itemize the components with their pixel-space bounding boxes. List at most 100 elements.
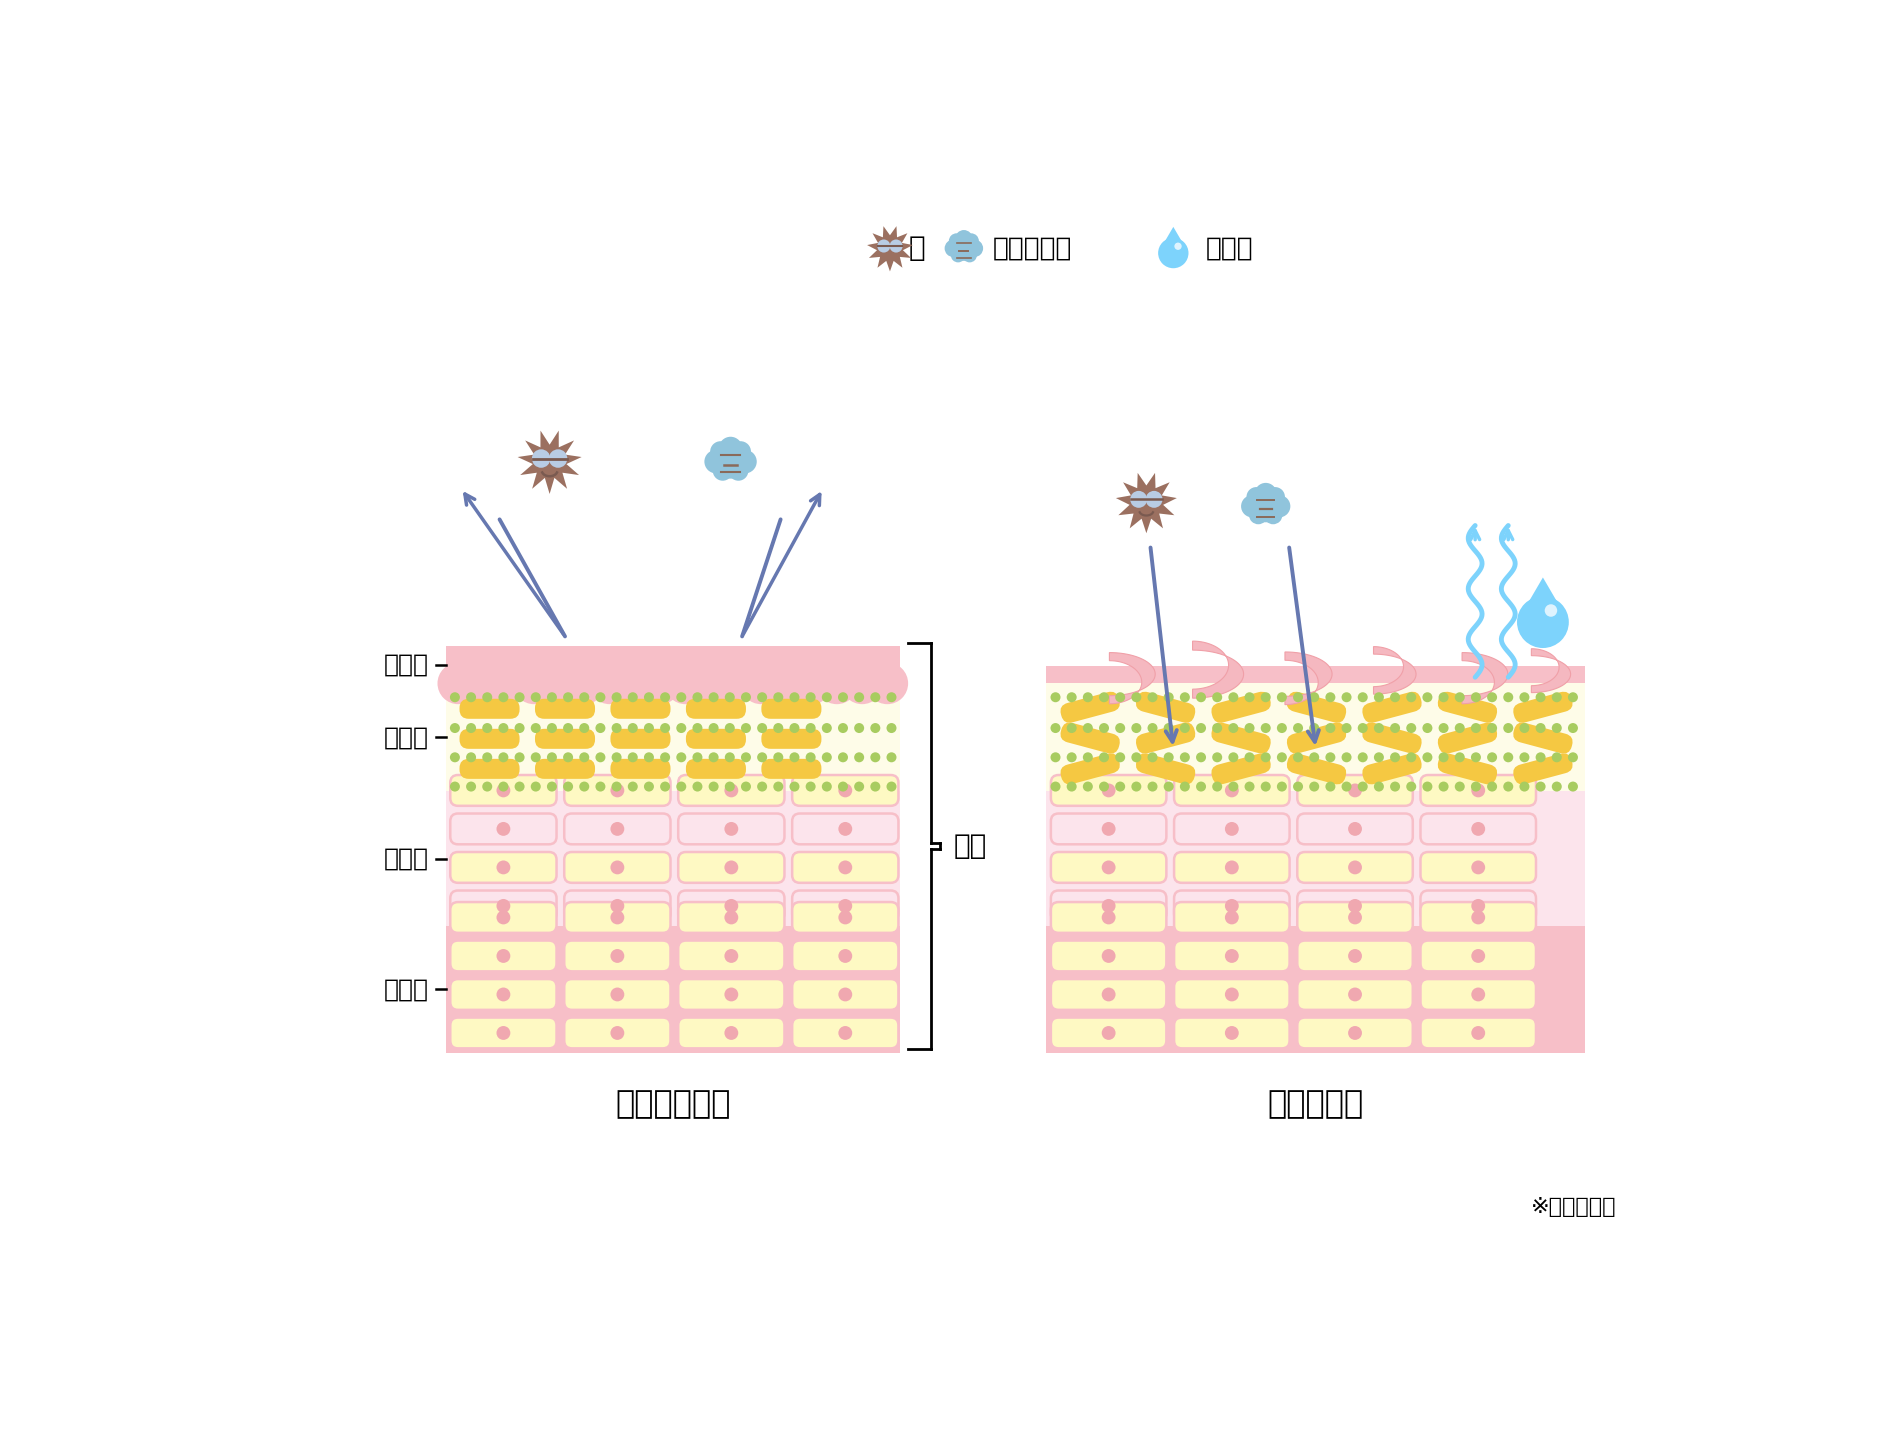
Circle shape (1374, 692, 1383, 702)
Circle shape (610, 987, 623, 1001)
Circle shape (1067, 692, 1076, 702)
Circle shape (466, 752, 476, 763)
Circle shape (612, 781, 622, 792)
Circle shape (1099, 692, 1109, 702)
Circle shape (496, 899, 510, 913)
Circle shape (1247, 488, 1266, 506)
Bar (445, 926, 900, 1053)
Circle shape (1260, 724, 1272, 734)
Circle shape (951, 236, 976, 260)
Text: ：外的刺激: ：外的刺激 (993, 236, 1073, 262)
Circle shape (838, 822, 853, 836)
Circle shape (498, 781, 508, 792)
Circle shape (627, 724, 639, 734)
FancyBboxPatch shape (534, 699, 595, 719)
Circle shape (659, 724, 671, 734)
Circle shape (1503, 724, 1514, 734)
Circle shape (805, 781, 815, 792)
Circle shape (887, 724, 896, 734)
Circle shape (1249, 505, 1268, 524)
Circle shape (1535, 752, 1546, 763)
FancyBboxPatch shape (1363, 692, 1421, 724)
Circle shape (1213, 692, 1222, 702)
Circle shape (515, 781, 525, 792)
Circle shape (714, 663, 756, 705)
Circle shape (449, 752, 460, 763)
FancyBboxPatch shape (1298, 980, 1414, 1010)
Circle shape (449, 692, 460, 702)
FancyBboxPatch shape (1135, 692, 1196, 724)
FancyBboxPatch shape (1175, 980, 1290, 1010)
Circle shape (1292, 752, 1304, 763)
FancyBboxPatch shape (1287, 754, 1345, 784)
Circle shape (1347, 1026, 1363, 1040)
Circle shape (627, 752, 639, 763)
Circle shape (1260, 752, 1272, 763)
FancyBboxPatch shape (1421, 813, 1537, 844)
Circle shape (548, 692, 557, 702)
FancyBboxPatch shape (451, 901, 557, 933)
Circle shape (531, 781, 540, 792)
Circle shape (1249, 491, 1281, 522)
Circle shape (1228, 752, 1237, 763)
Circle shape (614, 663, 656, 705)
Circle shape (1357, 692, 1368, 702)
FancyBboxPatch shape (678, 813, 785, 844)
FancyBboxPatch shape (1052, 813, 1167, 844)
Circle shape (877, 239, 891, 253)
Polygon shape (1116, 473, 1177, 534)
Circle shape (1164, 781, 1173, 792)
FancyBboxPatch shape (678, 941, 785, 971)
Circle shape (1114, 724, 1126, 734)
Circle shape (866, 663, 908, 705)
FancyBboxPatch shape (534, 758, 595, 778)
FancyBboxPatch shape (1421, 941, 1537, 971)
Circle shape (1181, 692, 1190, 702)
Circle shape (1438, 752, 1448, 763)
Circle shape (944, 240, 963, 258)
Circle shape (612, 724, 622, 734)
FancyBboxPatch shape (1298, 776, 1414, 806)
Circle shape (730, 441, 750, 462)
Circle shape (1067, 752, 1076, 763)
Polygon shape (1531, 648, 1571, 693)
Circle shape (1309, 692, 1319, 702)
Circle shape (1067, 724, 1076, 734)
Bar (445, 647, 900, 683)
Circle shape (887, 692, 896, 702)
Circle shape (838, 861, 853, 874)
Circle shape (1196, 781, 1205, 792)
FancyBboxPatch shape (1052, 852, 1167, 883)
Polygon shape (868, 226, 913, 272)
Circle shape (1471, 949, 1486, 962)
Circle shape (1245, 752, 1254, 763)
FancyBboxPatch shape (1135, 722, 1196, 754)
Circle shape (677, 692, 686, 702)
Circle shape (1148, 781, 1158, 792)
FancyBboxPatch shape (1298, 852, 1414, 883)
Circle shape (1148, 752, 1158, 763)
Circle shape (709, 781, 718, 792)
Circle shape (1503, 692, 1514, 702)
Circle shape (644, 781, 654, 792)
Circle shape (1050, 752, 1061, 763)
Text: うるおった肌: うるおった肌 (616, 1090, 731, 1120)
Circle shape (838, 910, 853, 925)
FancyBboxPatch shape (1052, 980, 1167, 1010)
Circle shape (1268, 495, 1290, 518)
Circle shape (887, 752, 896, 763)
Circle shape (1347, 949, 1363, 962)
Circle shape (1535, 724, 1546, 734)
Circle shape (531, 752, 540, 763)
Circle shape (610, 910, 623, 925)
FancyBboxPatch shape (1287, 692, 1345, 724)
Circle shape (951, 247, 965, 262)
Circle shape (949, 233, 965, 249)
Circle shape (1260, 781, 1272, 792)
Circle shape (1309, 781, 1319, 792)
Circle shape (1325, 692, 1336, 702)
Circle shape (870, 781, 881, 792)
Circle shape (955, 230, 972, 247)
FancyBboxPatch shape (792, 776, 898, 806)
FancyBboxPatch shape (792, 890, 898, 922)
